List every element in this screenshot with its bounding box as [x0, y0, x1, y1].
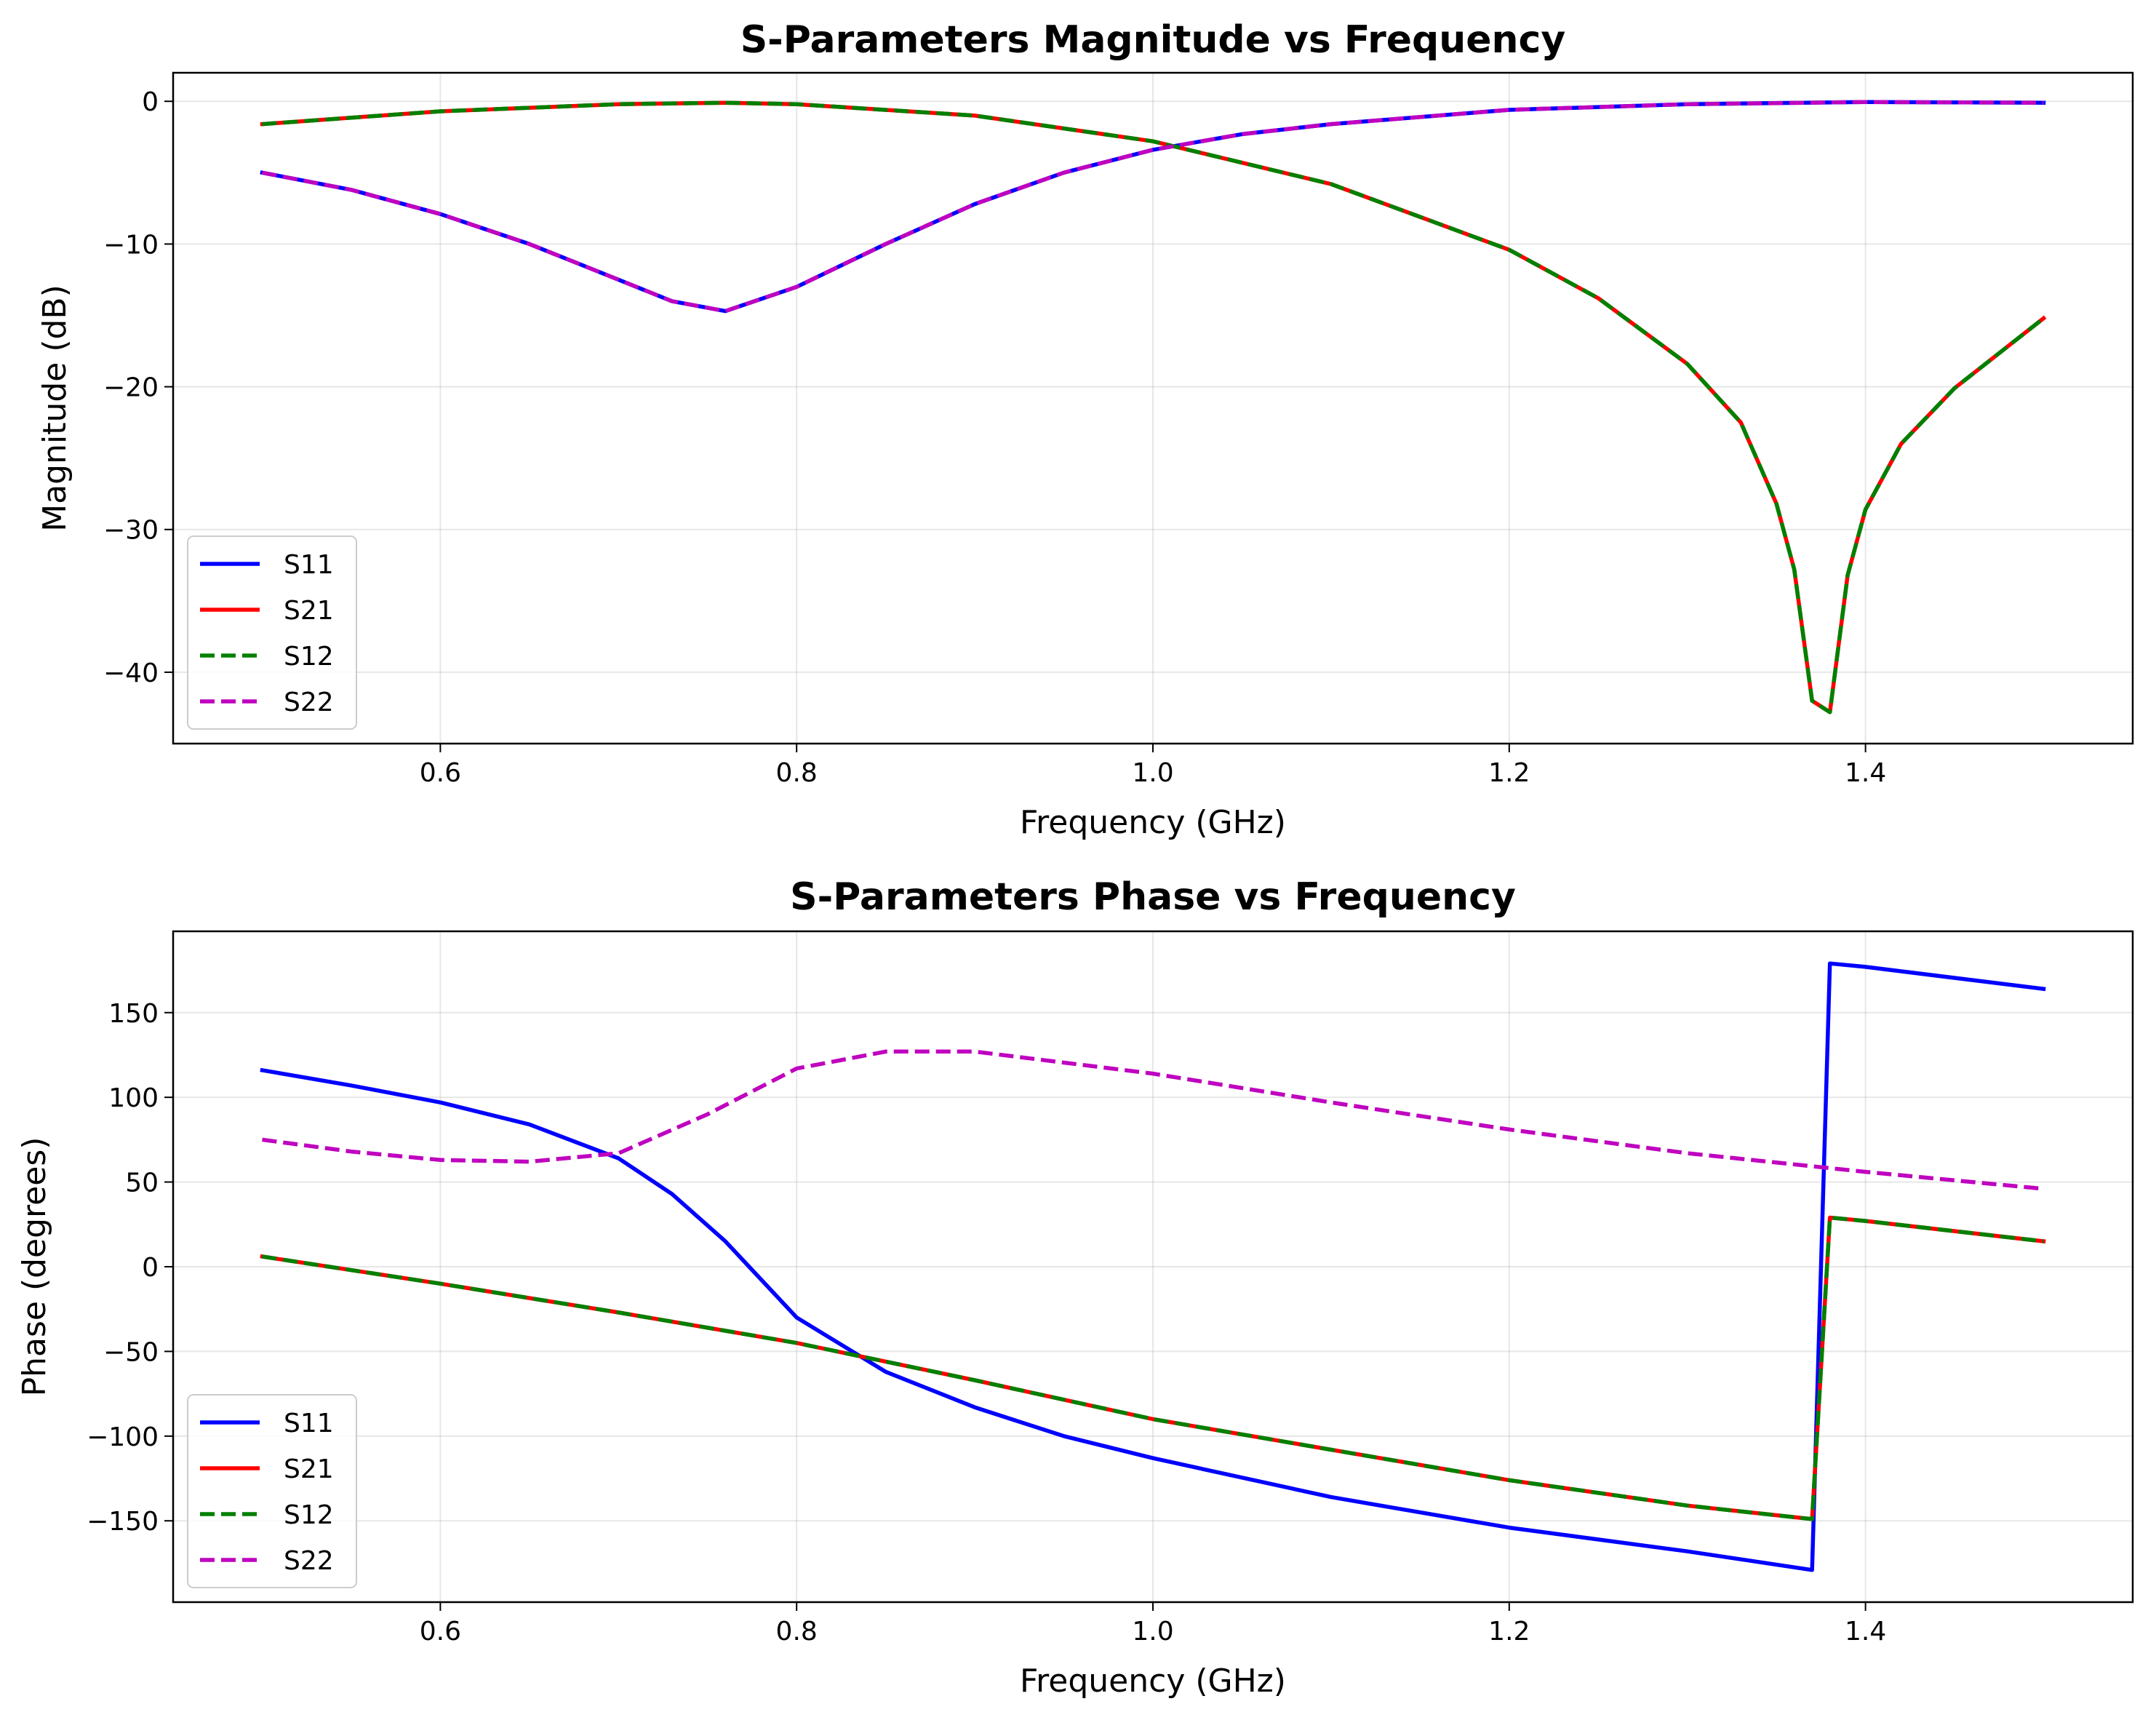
x-tick-label: 1.0 [1132, 758, 1173, 788]
phase-legend-label-s12: S12 [284, 1500, 334, 1530]
y-tick-label: −50 [103, 1337, 159, 1367]
x-tick-label: 0.6 [420, 1617, 461, 1647]
phase-series-s11-line [260, 961, 2046, 1572]
x-tick-label: 0.8 [776, 758, 818, 788]
phase-legend-label-s11: S11 [284, 1409, 334, 1438]
phase-x-ticks: 0.6 0.8 1.0 1.2 1.4 [420, 1602, 1886, 1647]
phase-legend-box [187, 1394, 357, 1588]
phase-legend-label-s21: S21 [284, 1454, 334, 1484]
y-tick-label: 50 [125, 1168, 159, 1198]
x-tick-label: 1.4 [1845, 758, 1886, 788]
magnitude-legend-label-s21: S21 [284, 596, 334, 626]
y-tick-label: 100 [108, 1083, 159, 1113]
phase-series-lines [260, 961, 2046, 1572]
magnitude-y-ticks: 0 −10 −20 −30 −40 [103, 87, 173, 688]
y-tick-label: −100 [87, 1422, 159, 1452]
y-tick-label: −40 [103, 658, 159, 688]
magnitude-legend-box [187, 535, 357, 730]
magnitude-series-s12-line [262, 100, 2045, 714]
phase-y-axis-label: Phase (degrees) [16, 1137, 53, 1397]
phase-series-s22-line [262, 1049, 2044, 1191]
y-tick-label: −20 [103, 373, 159, 403]
magnitude-chart-title: S-Parameters Magnitude vs Frequency [740, 18, 1566, 62]
y-tick-label: −150 [87, 1507, 159, 1537]
x-tick-label: 1.2 [1488, 758, 1530, 788]
magnitude-legend-label-s22: S22 [284, 688, 334, 717]
x-tick-label: 1.0 [1132, 1617, 1173, 1647]
magnitude-x-ticks: 0.6 0.8 1.0 1.2 1.4 [420, 744, 1886, 788]
magnitude-legend-label-s11: S11 [284, 550, 334, 580]
y-tick-label: 0 [142, 1253, 159, 1283]
y-tick-label: −10 [103, 230, 159, 260]
phase-series-s12-line [262, 1215, 2044, 1521]
x-tick-label: 1.2 [1488, 1617, 1530, 1647]
magnitude-series-lines [260, 100, 2047, 714]
phase-y-ticks: 150 100 50 0 −50 −100 −150 [87, 999, 173, 1537]
magnitude-series-s22-line [261, 100, 2044, 314]
x-tick-label: 1.4 [1845, 1617, 1886, 1647]
phase-chart: S-Parameters Phase vs Frequency 0.6 0.8 1.… [16, 875, 2134, 1700]
phase-legend-label-s22: S22 [284, 1546, 334, 1576]
phase-x-axis-label: Frequency (GHz) [1020, 1663, 1286, 1700]
y-tick-label: −30 [103, 516, 159, 546]
phase-grid [173, 931, 2133, 1602]
magnitude-legend-label-s12: S12 [284, 642, 334, 672]
y-tick-label: 0 [142, 87, 159, 117]
magnitude-x-axis-label: Frequency (GHz) [1020, 804, 1286, 841]
x-tick-label: 0.8 [776, 1617, 818, 1647]
x-tick-label: 0.6 [420, 758, 461, 788]
magnitude-grid [173, 73, 2133, 744]
magnitude-chart: S-Parameters Magnitude vs Frequency 0.6 0… [36, 18, 2134, 841]
phase-chart-title: S-Parameters Phase vs Frequency [790, 875, 1516, 919]
magnitude-legend: S11 S21 S12 S22 [187, 535, 357, 730]
magnitude-y-axis-label: Magnitude (dB) [36, 284, 73, 532]
y-tick-label: 150 [108, 999, 159, 1029]
phase-legend: S11 S21 S12 S22 [187, 1394, 357, 1588]
